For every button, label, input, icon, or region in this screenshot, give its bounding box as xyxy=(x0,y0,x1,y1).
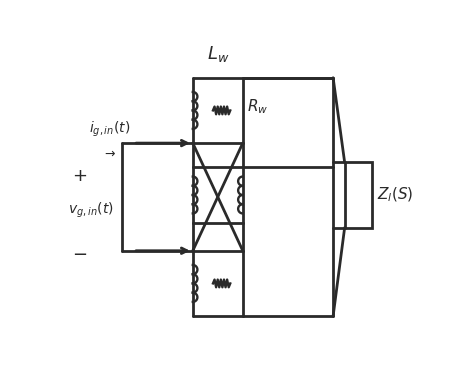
Text: $+$: $+$ xyxy=(72,167,87,185)
FancyBboxPatch shape xyxy=(345,162,372,228)
Text: $L_w$: $L_w$ xyxy=(207,44,229,64)
Text: $R_w$: $R_w$ xyxy=(247,97,269,116)
Text: $i_{g,in}(t)$: $i_{g,in}(t)$ xyxy=(89,120,130,139)
Text: $Z_l(S)$: $Z_l(S)$ xyxy=(377,186,414,204)
Text: $v_{g,in}(t)$: $v_{g,in}(t)$ xyxy=(68,201,113,220)
Text: $\rightarrow$: $\rightarrow$ xyxy=(102,147,117,160)
Text: $-$: $-$ xyxy=(72,244,87,262)
